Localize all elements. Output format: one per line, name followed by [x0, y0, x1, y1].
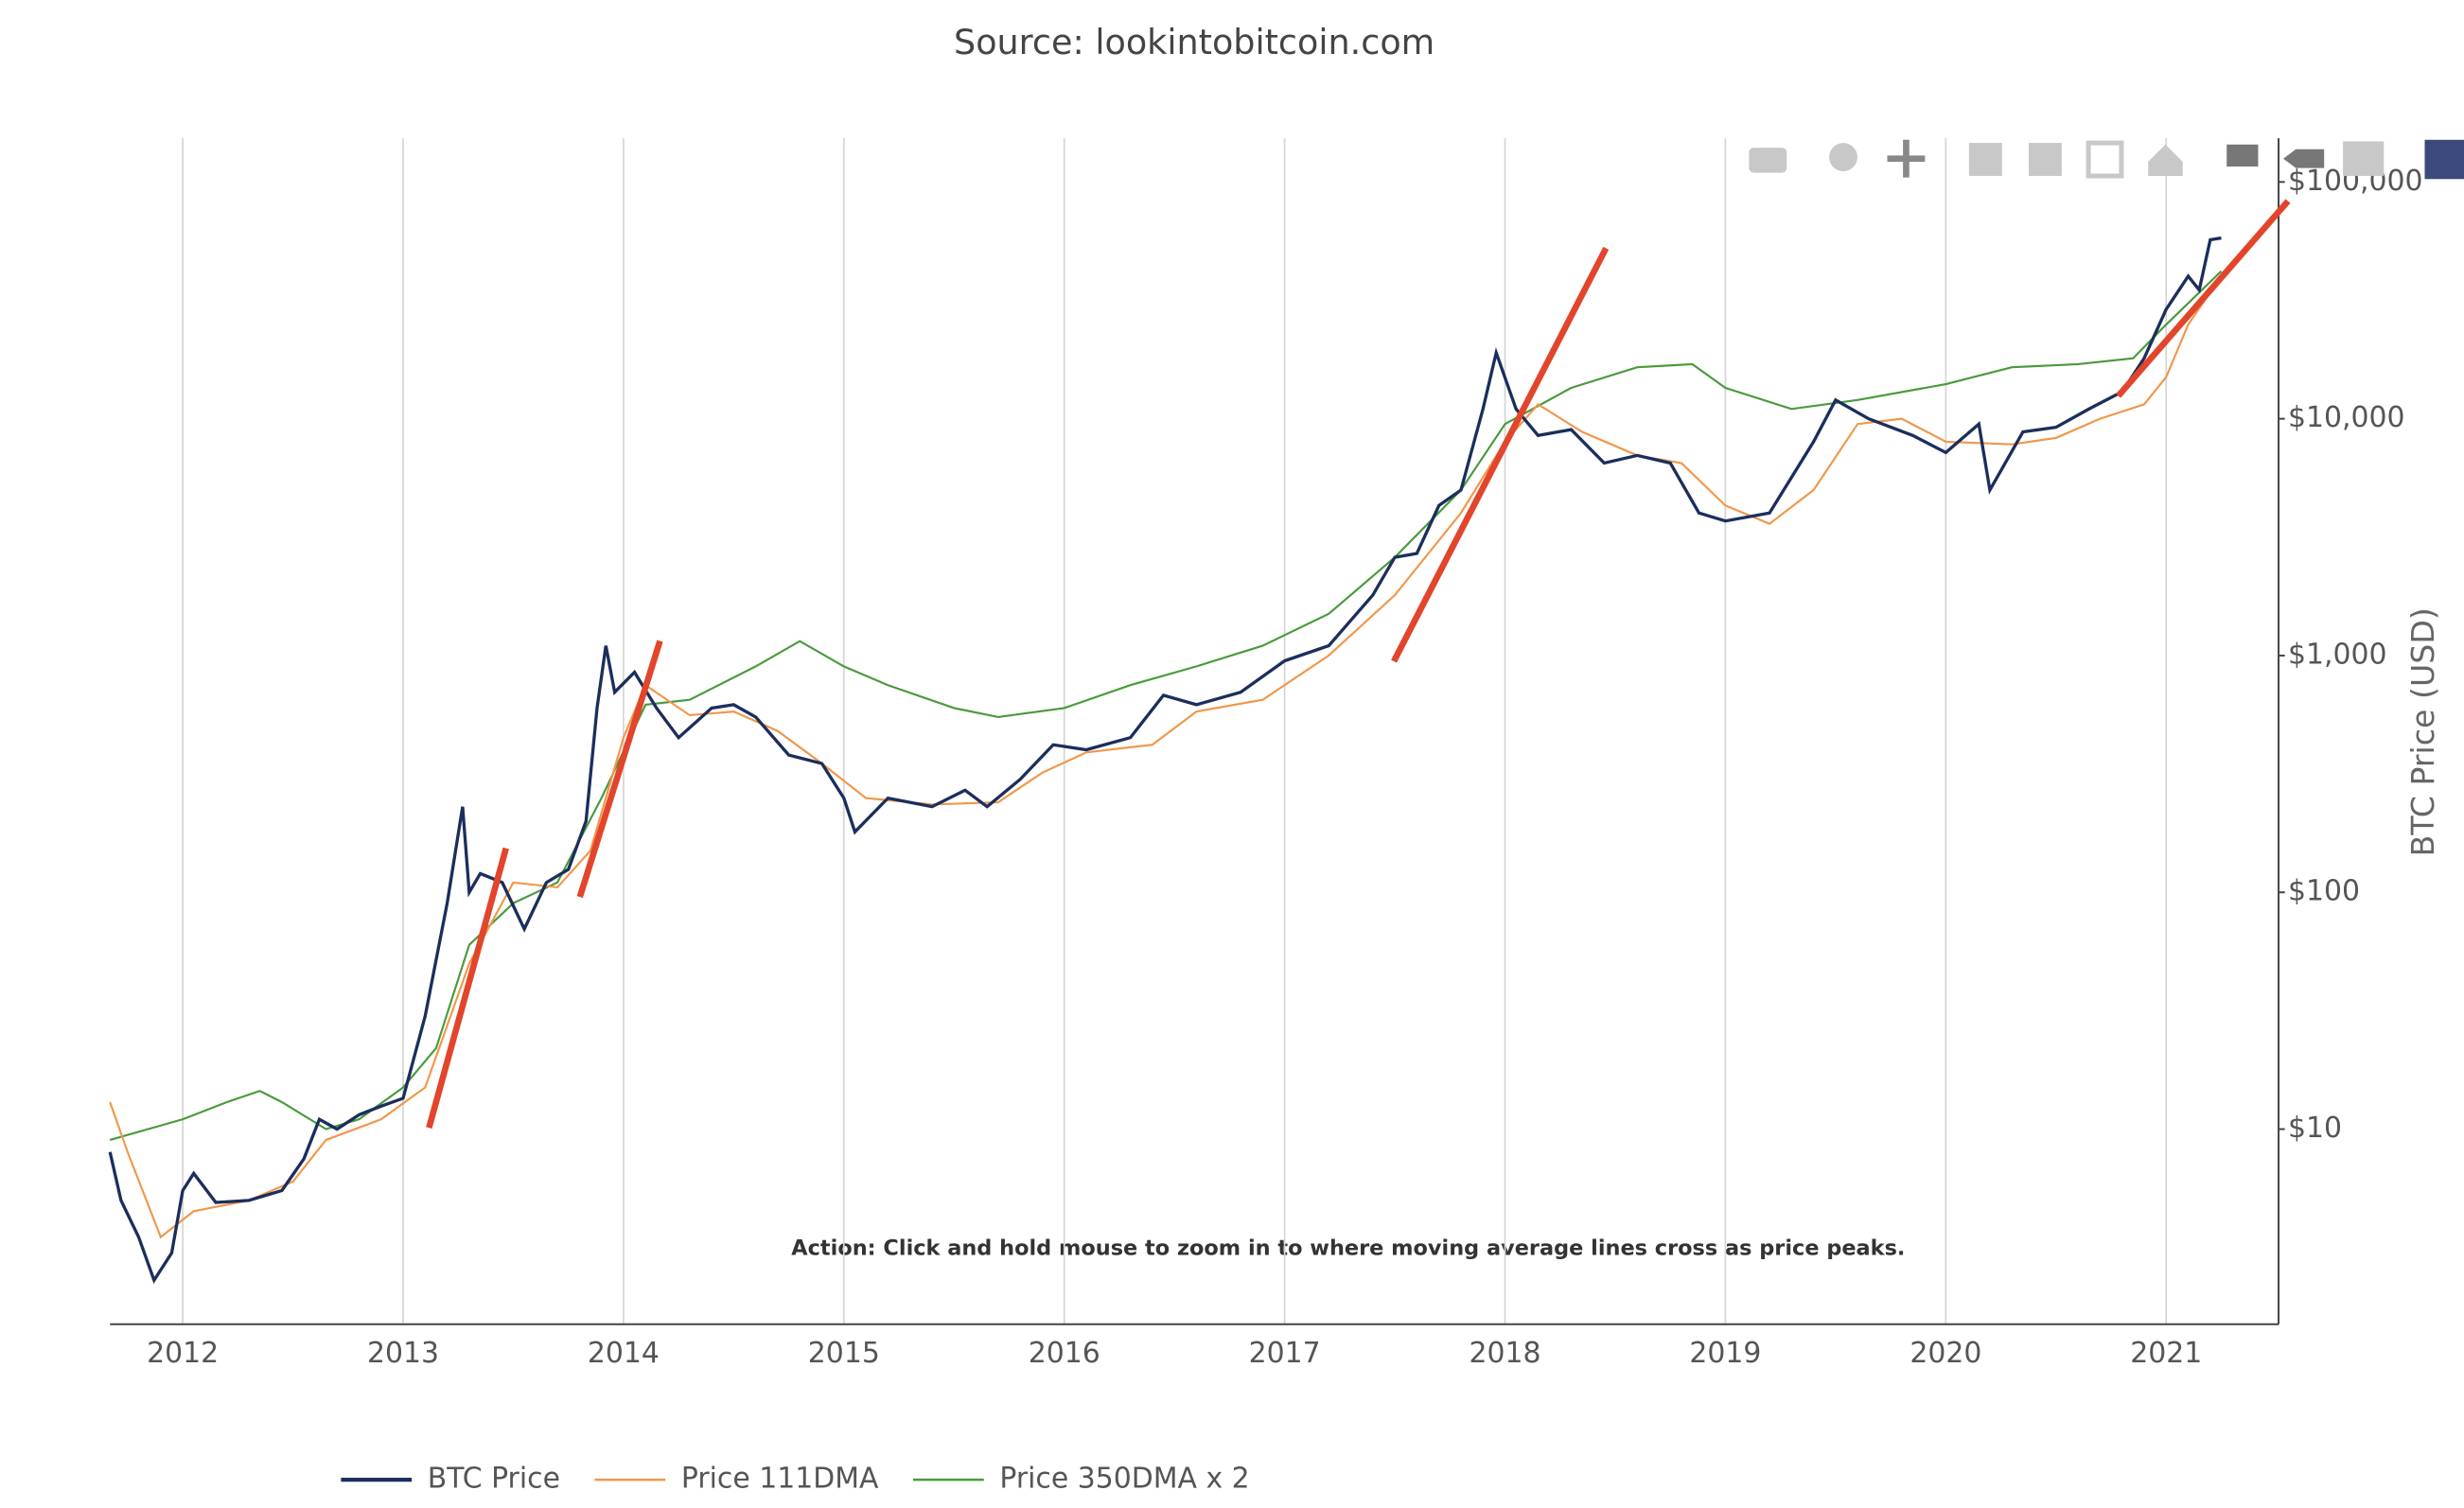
x-tick-label: 2015	[808, 1337, 880, 1370]
grid-layer: 2012 2013 2014 2015 2016 2017 2018 2019 2020 2021…	[110, 138, 2423, 1370]
x-tick-label: 2013	[367, 1337, 439, 1370]
legend: BTC Price Price 111DMA Price 350DMA x 2	[341, 1463, 1250, 1496]
x-tick-label: 2014	[588, 1337, 660, 1370]
trend-line	[426, 847, 509, 1130]
y-tick-label: $10,000	[2288, 401, 2405, 434]
zoom-button[interactable]	[1829, 143, 1857, 171]
trend-line	[2116, 199, 2291, 398]
y-axis-title: BTC Price (USD)	[2404, 607, 2441, 856]
trend-line	[576, 640, 663, 899]
zoom-out-button[interactable]	[2028, 143, 2062, 176]
y-tick-label: $10	[2288, 1112, 2342, 1145]
x-tick-label: 2017	[1249, 1337, 1321, 1370]
annotation: Action: Click and hold mouse to zoom in …	[791, 1236, 1905, 1261]
y-tick-label: $100	[2288, 875, 2360, 908]
hover-compare-button[interactable]	[2343, 141, 2385, 176]
hover-closest-button[interactable]	[2283, 149, 2325, 168]
x-tick-label: 2020	[1910, 1337, 1981, 1370]
spike-button[interactable]	[2226, 144, 2259, 167]
reset-button[interactable]	[2148, 144, 2183, 176]
legend-label: Price 350DMA x 2	[999, 1463, 1249, 1496]
plotly-logo[interactable]	[2424, 139, 2464, 180]
y-tick-label: $1,000	[2288, 638, 2387, 671]
zoom-in-button[interactable]	[1968, 143, 2002, 176]
series-line	[109, 270, 2223, 1142]
x-tick-label: 2012	[147, 1337, 219, 1370]
x-tick-label: 2016	[1029, 1337, 1100, 1370]
chart-title: Source: lookintobitcoin.com	[954, 22, 1434, 62]
series-line	[109, 275, 2223, 1239]
series-line	[108, 236, 2222, 1285]
x-tick-label: 2018	[1470, 1337, 1541, 1370]
x-tick-label: 2021	[2130, 1337, 2202, 1370]
modebar	[1749, 139, 2464, 180]
autoscale-button[interactable]	[2086, 140, 2124, 179]
x-tick-label: 2019	[1689, 1337, 1761, 1370]
legend-label: Price 111DMA	[681, 1463, 879, 1496]
trend-annotations	[426, 199, 2291, 1130]
lines-layer	[108, 236, 2223, 1285]
pan-button[interactable]	[1887, 139, 1926, 178]
legend-label: BTC Price	[428, 1463, 560, 1496]
camera-button[interactable]	[1749, 148, 1787, 173]
trend-line	[1391, 246, 1610, 663]
